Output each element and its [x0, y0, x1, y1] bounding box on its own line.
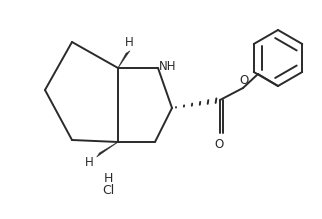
Polygon shape — [118, 51, 130, 68]
Polygon shape — [97, 142, 118, 157]
Text: NH: NH — [159, 60, 177, 74]
Text: H: H — [103, 171, 113, 184]
Text: O: O — [239, 74, 249, 87]
Text: O: O — [214, 138, 223, 150]
Text: H: H — [85, 155, 93, 168]
Text: Cl: Cl — [102, 184, 114, 196]
Text: H: H — [125, 37, 133, 49]
